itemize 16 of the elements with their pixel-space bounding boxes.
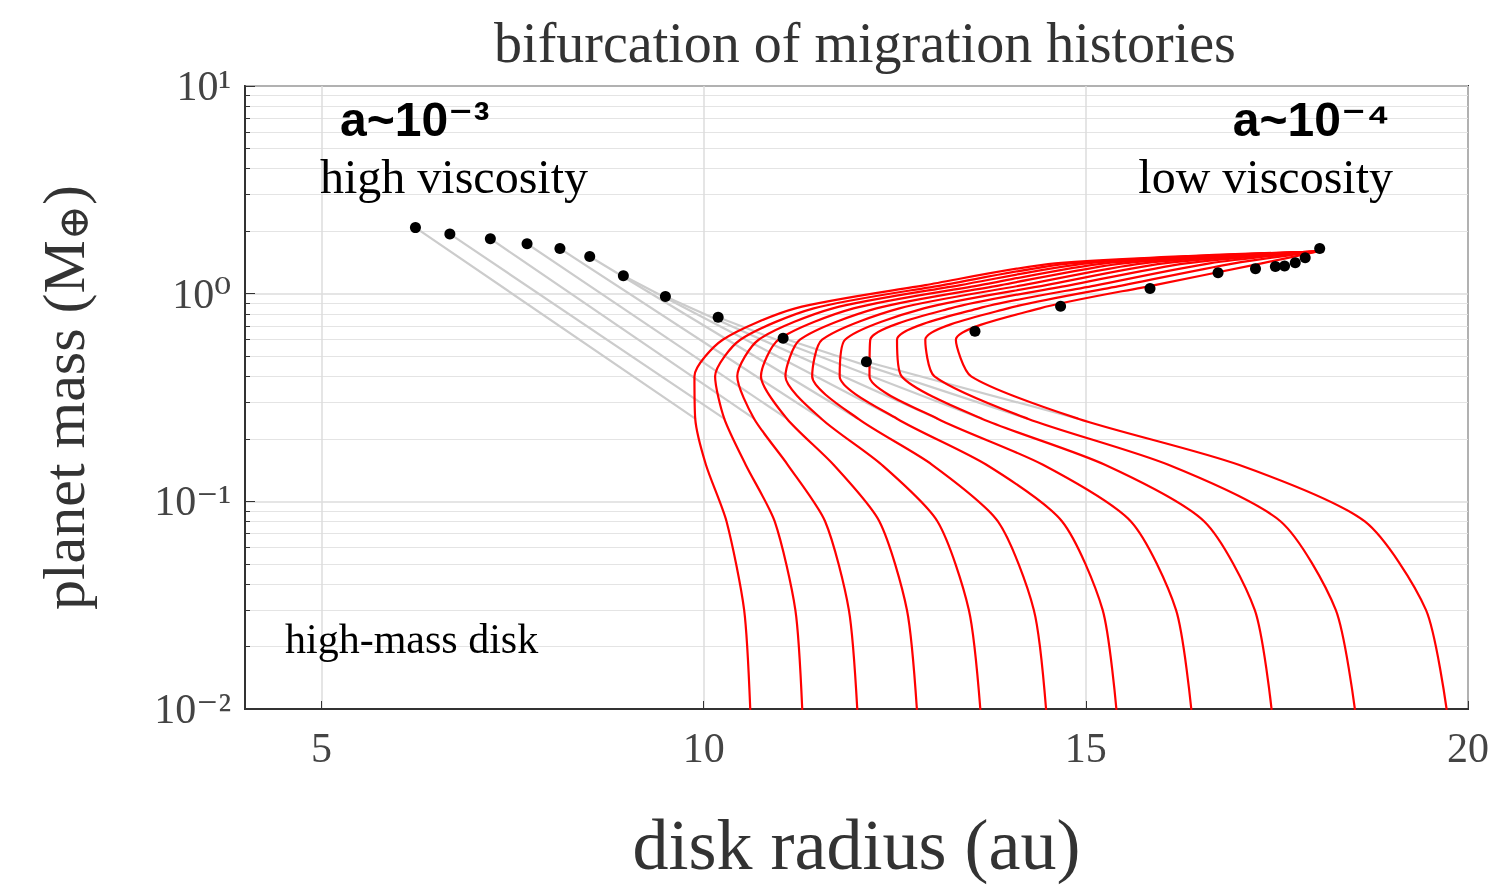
annotation: a~10⁻³ bbox=[340, 92, 490, 146]
y-tick-label: 10¹ bbox=[176, 63, 231, 109]
x-tick-label: 10 bbox=[682, 725, 725, 771]
annotation: low viscosity bbox=[1138, 149, 1393, 203]
annotation: a~10⁻⁴ bbox=[1232, 92, 1390, 146]
annotation: high viscosity bbox=[320, 149, 589, 203]
y-tick-label: 10⁰ bbox=[172, 270, 231, 317]
x-tick-label: 15 bbox=[1064, 725, 1107, 771]
x-tick-label: 5 bbox=[310, 725, 332, 771]
x-tick-label: 20 bbox=[1447, 725, 1489, 771]
annotation: high-mass disk bbox=[285, 616, 539, 662]
y-axis-title: planet mass (M⊕) bbox=[30, 184, 97, 611]
x-axis-title: disk radius (au) bbox=[632, 805, 1081, 885]
chart-title: bifurcation of migration histories bbox=[494, 12, 1236, 74]
y-tick-label: 10⁻¹ bbox=[154, 478, 231, 525]
y-tick-label: 10⁻² bbox=[154, 686, 231, 732]
